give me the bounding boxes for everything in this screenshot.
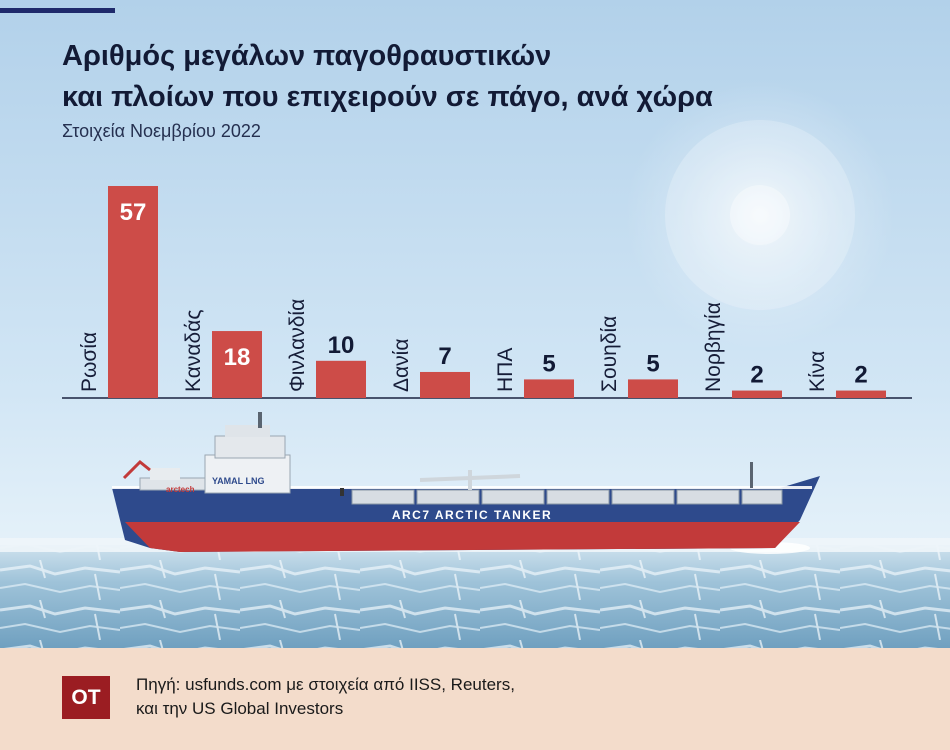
bar [212, 331, 262, 398]
source-note: Πηγή: usfunds.com με στοιχεία από IISS, … [136, 673, 515, 721]
ship-propeller-icon [144, 527, 166, 547]
bar [732, 390, 782, 398]
tanker-ship-icon: YAMAL LNG arctech ARC7 ARCTIC TANKER [112, 412, 820, 554]
data-label: 5 [646, 350, 659, 377]
data-label: 2 [854, 362, 867, 389]
chart-title: Αριθμός μεγάλων παγοθραυστικών και πλοίω… [62, 36, 713, 118]
bar-chart: Ρωσία 57 Καναδάς 18 Φινλανδία 10 Δανία 7 ΗΠΑ 5 Σου… [62, 186, 912, 399]
category-label: Νορβηγία [702, 302, 725, 392]
ship-hull-red [125, 522, 800, 552]
category-label: Ρωσία [78, 332, 101, 392]
category-label: Φινλανδία [286, 299, 309, 392]
category-label: Δανία [390, 339, 413, 392]
footer [0, 648, 950, 750]
sun-icon [730, 185, 790, 245]
data-label: 57 [120, 199, 147, 226]
sun-ring-icon [665, 120, 855, 310]
chart-title-line-1: Αριθμός μεγάλων παγοθραυστικών [62, 40, 552, 72]
ship-hull-label: ARC7 ARCTIC TANKER [392, 508, 552, 522]
ship-brand-label: YAMAL LNG [212, 476, 265, 486]
sun-glow-icon [625, 80, 895, 350]
data-label: 7 [438, 343, 451, 370]
category-label: ΗΠΑ [494, 348, 517, 392]
ship-bridge [204, 454, 291, 494]
bar [524, 379, 574, 398]
data-label: 2 [750, 362, 763, 389]
data-label: 5 [542, 350, 555, 377]
publisher-logo: OT [62, 676, 110, 719]
bar [628, 379, 678, 398]
category-label: Κίνα [806, 351, 829, 392]
bar [316, 360, 366, 398]
chart-title-line-2: και πλοίων που επιχειρούν σε πάγο, ανά χ… [62, 81, 713, 113]
category-label: Καναδάς [182, 310, 205, 392]
bar [108, 186, 158, 398]
bar [420, 371, 470, 398]
data-label: 10 [328, 332, 355, 359]
source-line-1: Πηγή: usfunds.com με στοιχεία από IISS, … [136, 675, 515, 694]
accent-line [0, 8, 115, 13]
source-line-2: και την US Global Investors [136, 699, 344, 718]
bar [836, 390, 886, 398]
ice-floes [0, 545, 950, 650]
data-label: 18 [224, 344, 251, 371]
category-label: Σουηδία [598, 316, 621, 392]
chart-subtitle: Στοιχεία Νοεμβρίου 2022 [62, 121, 261, 141]
ship-maker-label: arctech [166, 485, 195, 494]
